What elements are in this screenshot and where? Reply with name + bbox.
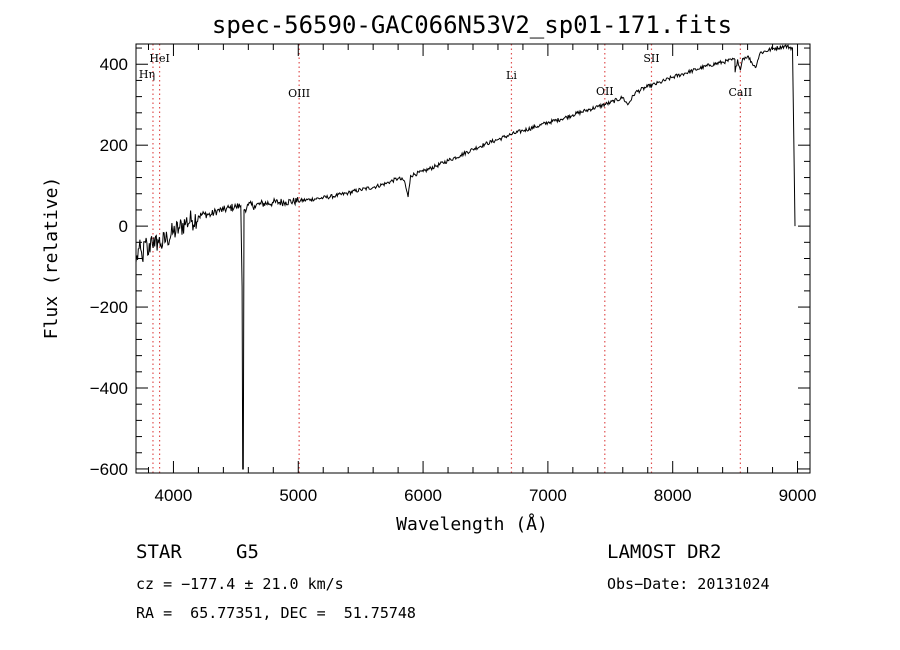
plot-frame — [135, 43, 811, 474]
x-tick-label: 6000 — [404, 486, 442, 505]
line-marker-label: HeI — [149, 52, 169, 65]
obs-date-label: Obs−Date: 20131024 — [607, 575, 770, 593]
y-tick-label: −400 — [90, 379, 128, 398]
line-marker-label: Li — [506, 69, 517, 82]
x-tick-label: 7000 — [529, 486, 567, 505]
redshift-label: cz = −177.4 ± 21.0 km/s — [136, 575, 344, 593]
class-label: STAR — [136, 541, 182, 563]
y-tick-label: 400 — [100, 55, 128, 74]
line-marker-label: Hη — [139, 68, 155, 81]
survey-label: LAMOST DR2 — [607, 541, 722, 563]
x-tick-label: 8000 — [654, 486, 692, 505]
x-tick-label: 5000 — [279, 486, 317, 505]
line-marker-label: CaII — [729, 86, 753, 99]
x-axis: 4000 5000 6000 7000 8000 9000 — [147, 44, 817, 505]
line-marker-label: OII — [596, 85, 614, 98]
x-axis-label: Wavelength (Å) — [396, 513, 548, 535]
spectrum-chart: spec-56590-GAC066N53V2_sp01-171.fits HηH… — [41, 11, 817, 535]
x-tick-label: 9000 — [779, 486, 817, 505]
x-tick-label: 4000 — [155, 486, 193, 505]
line-marker-label: OIII — [288, 87, 310, 100]
emission-line-markers: Hη HeI OIII Li OII SII CaII — [139, 44, 752, 473]
y-axis-label: Flux (relative) — [41, 177, 62, 340]
line-marker-label: SII — [643, 52, 659, 65]
y-tick-label: 0 — [119, 217, 128, 236]
subclass-label: G5 — [236, 541, 259, 563]
y-tick-label: −200 — [90, 298, 128, 317]
chart-title: spec-56590-GAC066N53V2_sp01-171.fits — [212, 11, 732, 39]
coordinates-label: RA = 65.77351, DEC = 51.75748 — [136, 604, 416, 622]
y-axis: −600 −400 −200 0 200 400 — [90, 47, 810, 479]
y-tick-label: −600 — [90, 460, 128, 479]
spectrum-line — [135, 44, 796, 470]
y-tick-label: 200 — [100, 136, 128, 155]
